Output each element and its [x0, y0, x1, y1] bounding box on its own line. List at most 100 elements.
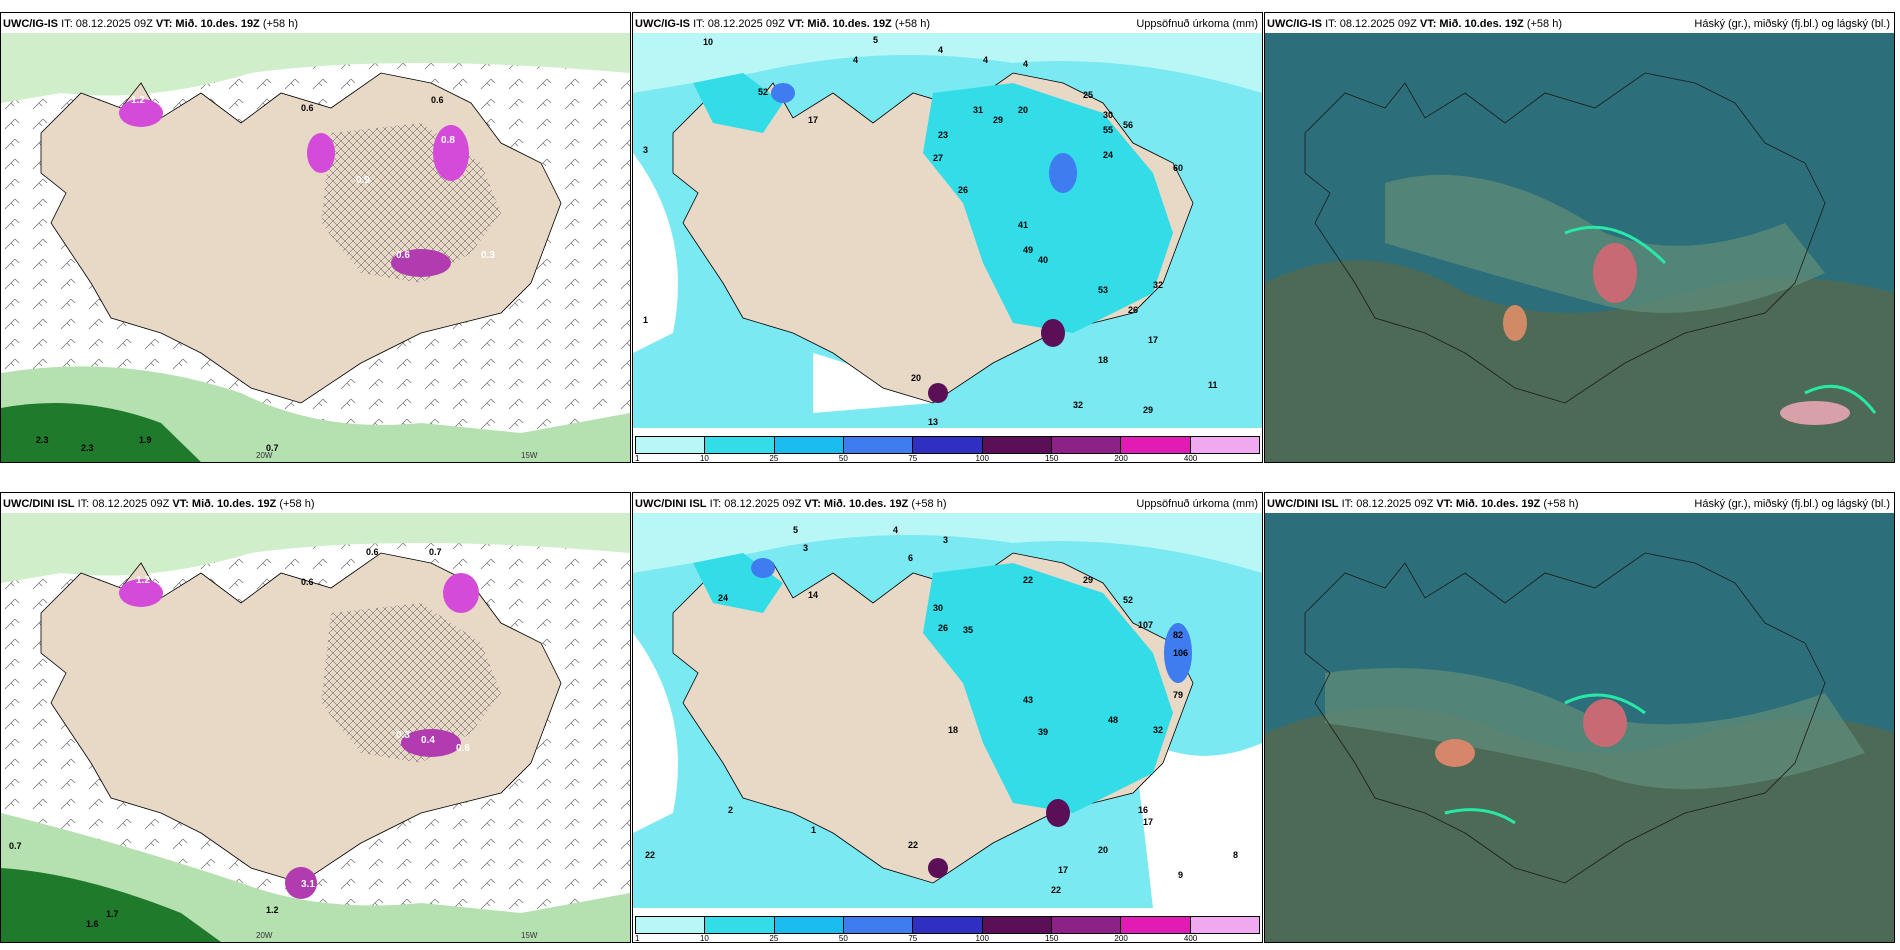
precip-label: 29	[1083, 575, 1093, 585]
wind-label: 1.2	[266, 905, 279, 915]
precip-label: 29	[1143, 405, 1153, 415]
colorbar-tick-label: 50	[838, 454, 848, 463]
colorbar-tick-label: 10	[699, 454, 709, 463]
precip-label: 30	[933, 603, 943, 613]
colorbar-swatch	[774, 437, 844, 453]
colorbar-tick-label: 25	[769, 454, 779, 463]
panel-header: UWC/IG-IS IT: 08.12.2025 09Z VT: Mið. 10…	[1267, 16, 1890, 32]
colorbar-swatch	[843, 437, 914, 453]
precip-label: 20	[1018, 105, 1028, 115]
panel-header: UWC/IG-IS IT: 08.12.2025 09Z VT: Mið. 10…	[635, 16, 1258, 32]
lead-time: (+58 h)	[1543, 498, 1579, 510]
valid-time: VT: Mið. 10.des. 19Z	[1419, 18, 1524, 30]
colorbar-swatch	[1051, 437, 1122, 453]
precip-panel-2: UWC/DINI ISL IT: 08.12.2025 09Z VT: Mið.…	[632, 492, 1263, 943]
lead-time: (+58 h)	[1526, 18, 1563, 30]
panel-header: UWC/IG-IS IT: 08.12.2025 09Z VT: Mið. 10…	[3, 16, 626, 32]
colorbar-swatch	[1121, 917, 1191, 933]
precip-label: 1	[643, 315, 648, 325]
precip-label: 4	[983, 55, 988, 65]
precip-label: 14	[808, 590, 818, 600]
model-name: UWC/DINI ISL	[1267, 498, 1339, 510]
wind-label: 3.1	[301, 879, 315, 890]
valid-time: VT: Mið. 10.des. 19Z	[804, 498, 909, 510]
precip-panel-1: UWC/IG-IS IT: 08.12.2025 09Z VT: Mið. 10…	[632, 12, 1263, 463]
precip-label: 32	[1153, 280, 1163, 290]
colorbar-swatch	[705, 437, 775, 453]
wind-label: 2.3	[81, 443, 94, 453]
precip-label: 27	[933, 153, 943, 163]
precip-label: 40	[1038, 255, 1048, 265]
precip-labels: 5 4 3 3 6 24 14 30 26 35 22 29 52 107 82…	[645, 525, 1238, 895]
colorbar-tick-label: 100	[975, 454, 989, 463]
wind-label: 0.6	[366, 547, 379, 557]
wind-label: 0.9	[356, 175, 370, 186]
precip-label: 18	[948, 725, 958, 735]
precip-label: 26	[958, 185, 968, 195]
panel-header: UWC/DINI ISL IT: 08.12.2025 09Z VT: Mið.…	[3, 496, 626, 512]
precip-label: 2	[728, 805, 733, 815]
wind-label: 0.6	[431, 95, 444, 105]
colorbar-tick-label: 50	[838, 934, 848, 943]
precip-label: 3	[803, 543, 808, 553]
lead-time: (+58 h)	[911, 498, 947, 510]
precip-label: 56	[1123, 120, 1133, 130]
longitude-label: 15W	[521, 931, 538, 940]
precip-map: 5 4 3 3 6 24 14 30 26 35 22 29 52 107 82…	[633, 513, 1262, 908]
init-time: IT: 08.12.2025 09Z	[693, 18, 785, 30]
init-time: IT: 08.12.2025 09Z	[77, 498, 170, 510]
precip-label: 52	[1123, 595, 1133, 605]
colorbar-swatch	[1190, 917, 1259, 933]
precip-label: 26	[938, 623, 948, 633]
wind-label: 0.8	[441, 135, 455, 146]
colorbar-swatch	[774, 917, 844, 933]
wind-label: 1.7	[106, 909, 119, 919]
wind-label: 1.2	[136, 575, 150, 586]
colorbar-tick-label: 200	[1114, 454, 1128, 463]
precip-label: 5	[793, 525, 798, 535]
precip-label: 4	[893, 525, 898, 535]
precip-title: Uppsöfnuð úrkoma (mm)	[1136, 18, 1258, 30]
colorbar-swatch	[843, 917, 914, 933]
wind-label: 0.6	[456, 743, 470, 754]
colorbar-swatch	[982, 917, 1052, 933]
precip-colorbar: 1 10 25 50 75 100 150 200 400	[635, 916, 1260, 942]
wind-label: 0.6	[301, 103, 314, 113]
precip-label: 22	[908, 840, 918, 850]
colorbar-swatch	[1121, 437, 1191, 453]
precip-label: 17	[1143, 817, 1153, 827]
wind-map: 1.2 0.6 0.6 0.8 0.9 0.6 0.3 2.3 2.3 1.9 …	[1, 33, 630, 462]
init-time: IT: 08.12.2025 09Z	[1325, 18, 1417, 30]
wind-label: 2.3	[36, 435, 49, 445]
wind-panel-1: UWC/IG-IS IT: 08.12.2025 09Z VT: Mið. 10…	[0, 12, 631, 463]
precip-colorbar: 1 10 25 50 75 100 150 200 400	[635, 436, 1260, 462]
precip-label: 53	[1098, 285, 1108, 295]
valid-time: VT: Mið. 10.des. 19Z	[155, 18, 260, 30]
precip-label: 4	[1023, 59, 1028, 69]
cloud-panel-1: UWC/IG-IS IT: 08.12.2025 09Z VT: Mið. 10…	[1264, 12, 1895, 463]
colorbar-swatch	[636, 917, 706, 933]
precip-label: 8	[1233, 850, 1238, 860]
lead-time: (+58 h)	[894, 18, 931, 30]
precip-label: 17	[808, 115, 818, 125]
model-name: UWC/DINI ISL	[635, 498, 707, 510]
precip-label: 17	[1148, 335, 1158, 345]
precip-label: 24	[718, 593, 728, 603]
precip-label: 60	[1173, 163, 1183, 173]
init-time: IT: 08.12.2025 09Z	[61, 18, 153, 30]
colorbar-tick-label: 1	[635, 454, 640, 463]
precip-label: 24	[1103, 150, 1113, 160]
colorbar-swatch	[705, 917, 775, 933]
precip-label: 31	[973, 105, 983, 115]
wind-label: 1.9	[139, 435, 152, 445]
model-name: UWC/DINI ISL	[3, 498, 75, 510]
precip-label: 17	[1058, 865, 1068, 875]
precip-label: 39	[1038, 727, 1048, 737]
longitude-label: 20W	[256, 451, 273, 460]
precip-label: 48	[1108, 715, 1118, 725]
precip-label: 35	[963, 625, 973, 635]
precip-label: 22	[645, 850, 655, 860]
precip-label: 22	[1023, 575, 1033, 585]
precip-label: 29	[993, 115, 1003, 125]
colorbar-swatch	[913, 437, 983, 453]
